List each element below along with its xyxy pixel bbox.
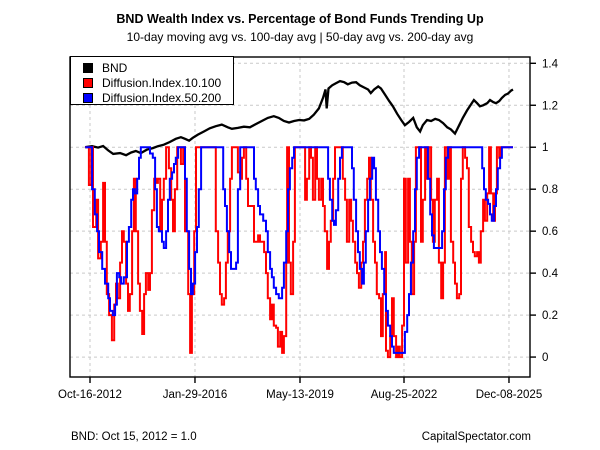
legend-item: Diffusion.Index.50.200 [83, 91, 233, 105]
x-tick-label: Dec-08-2025 [476, 389, 542, 401]
y-tick-label: 0 [542, 352, 548, 364]
series-line-bnd [85, 79, 514, 157]
x-tick-label: Jan-29-2016 [163, 389, 228, 401]
series-line-diffusion-index-10-100 [85, 146, 513, 359]
legend-label: Diffusion.Index.10.100 [102, 76, 222, 90]
x-tick-label: Oct-16-2012 [58, 389, 122, 401]
y-tick-label: 0.4 [542, 268, 559, 280]
legend-item: BND [83, 61, 233, 75]
chart-title: BND Wealth Index vs. Percentage of Bond … [116, 12, 484, 26]
legend-swatch-icon [83, 63, 93, 73]
legend-swatch-icon [83, 78, 93, 88]
y-tick-label: 0.8 [542, 184, 558, 196]
chart-subtitle: 10-day moving avg vs. 100-day avg | 50-d… [126, 30, 474, 44]
y-tick-label: 1 [542, 142, 548, 154]
y-tick-label: 0.6 [542, 226, 558, 238]
series-line-diffusion-index-50-200 [85, 146, 513, 354]
legend-label: Diffusion.Index.50.200 [102, 91, 222, 105]
y-tick-label: 1.2 [542, 100, 558, 112]
legend-item: Diffusion.Index.10.100 [83, 76, 233, 90]
x-tick-label: Aug-25-2022 [371, 389, 438, 401]
legend-label: BND [102, 61, 128, 75]
footer-brand: CapitalSpectator.com [421, 431, 531, 443]
y-tick-label: 1.4 [542, 58, 559, 70]
legend-swatch-icon [83, 93, 93, 103]
footer-note: BND: Oct 15, 2012 = 1.0 [71, 431, 197, 443]
x-tick-label: May-13-2019 [266, 389, 334, 401]
y-tick-label: 0.2 [542, 310, 558, 322]
legend-box: BND Diffusion.Index.10.100 Diffusion.Index… [70, 56, 234, 105]
